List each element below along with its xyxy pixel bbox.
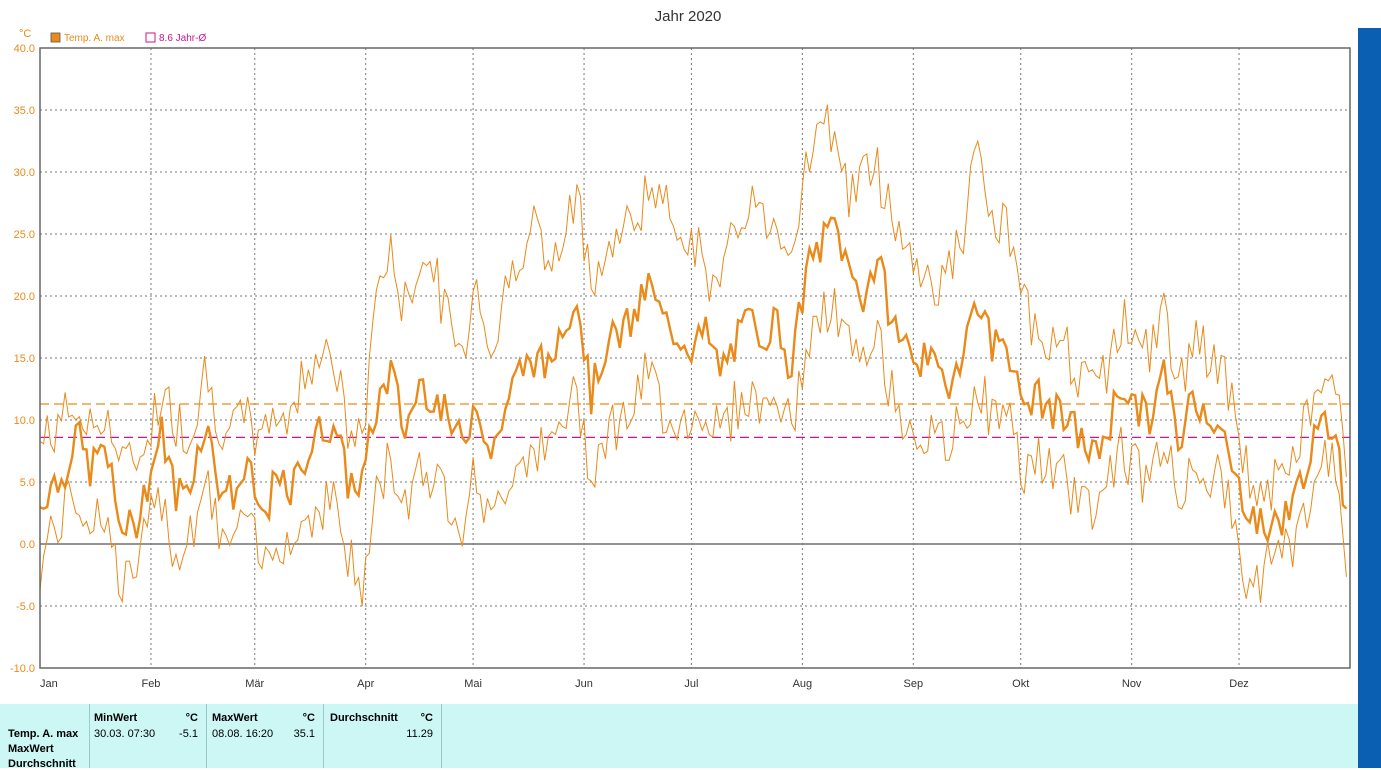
plot-frame <box>39 47 1351 669</box>
y-axis-ticks: -10.0 -5.0 0.0 5.0 10.0 15.0 20.0 25.0 30.0 35.0 4… <box>10 43 35 675</box>
y-tick-label: 25.0 <box>14 229 35 241</box>
statistics-panel: Temp. A. max MaxWert Durchschnitt MinWer… <box>0 704 1358 770</box>
x-tick-label-month: Feb <box>141 678 160 690</box>
legend-label-temp-max: Temp. A. max <box>64 33 125 44</box>
series-line-main <box>39 216 1348 545</box>
window-edge <box>1358 0 1381 28</box>
x-tick-label-month: Mär <box>245 678 264 690</box>
reference-lines <box>40 403 1350 438</box>
y-tick-label: -10.0 <box>10 663 35 675</box>
avg-value: 11.29 <box>406 728 433 740</box>
min-value: -5.1 <box>179 728 198 740</box>
y-tick-label: 0.0 <box>20 539 35 551</box>
x-tick-label-month: Nov <box>1122 678 1142 690</box>
max-date: 08.08. 16:20 <box>212 728 274 740</box>
stats-average-column: Durchschnitt °C 11.29 <box>323 704 442 768</box>
series-line-upper <box>39 104 1347 511</box>
stats-min-column: MinWert °C 30.03. 07:30 -5.1 <box>89 704 207 768</box>
y-tick-label: 20.0 <box>14 291 35 303</box>
x-axis-ticks: Jan Feb Mär Apr Mai Jun Jul Aug Sep Okt Nov Dez <box>40 678 1249 690</box>
avg-unit: °C <box>420 712 433 724</box>
y-tick-label: -5.0 <box>16 601 35 613</box>
legend-swatch-temp-max <box>50 32 61 43</box>
min-header: MinWert <box>94 712 138 724</box>
x-tick-label-month: Okt <box>1012 678 1029 690</box>
x-tick-label-month: Dez <box>1229 678 1249 690</box>
x-tick-label-month: Jan <box>40 678 58 690</box>
min-unit: °C <box>185 712 198 724</box>
legend-label-year-avg: 8.6 Jahr-Ø <box>159 33 206 44</box>
x-tick-label-month: Mai <box>464 678 482 690</box>
y-tick-label: 5.0 <box>20 477 35 489</box>
stats-max-column: MaxWert °C 08.08. 16:20 35.1 <box>206 704 324 768</box>
y-tick-label: 35.0 <box>14 105 35 117</box>
avg-header: Durchschnitt <box>330 712 398 724</box>
desktop-background-strip <box>1358 0 1381 768</box>
temperature-chart: Jahr 2020 °C Temp. A. max 8.6 Jahr-Ø -10… <box>10 8 1351 690</box>
x-tick-label-month: Jul <box>684 678 698 690</box>
row-label-temp-max: Temp. A. max <box>8 728 79 740</box>
series-line-lower <box>39 288 1347 607</box>
y-tick-label: 40.0 <box>14 43 35 55</box>
y-tick-label: 10.0 <box>14 415 35 427</box>
stats-row-labels: Temp. A. max MaxWert Durchschnitt <box>0 704 90 770</box>
x-tick-label-month: Apr <box>357 678 374 690</box>
min-date: 30.03. 07:30 <box>94 728 156 740</box>
max-header: MaxWert <box>212 712 258 724</box>
row-label-durchschnitt: Durchschnitt <box>8 758 76 770</box>
y-unit-label: °C <box>19 28 31 40</box>
max-value: 35.1 <box>293 728 315 740</box>
grid <box>40 48 1350 668</box>
y-tick-label: 15.0 <box>14 353 35 365</box>
x-tick-label-month: Jun <box>575 678 593 690</box>
chart-title: Jahr 2020 <box>655 8 722 25</box>
max-unit: °C <box>302 712 315 724</box>
y-tick-label: 30.0 <box>14 167 35 179</box>
series-temp-max <box>39 104 1348 607</box>
legend-swatch-year-avg <box>145 32 156 43</box>
row-label-maxwert: MaxWert <box>8 743 54 755</box>
x-tick-label-month: Aug <box>793 678 813 690</box>
x-tick-label-month: Sep <box>904 678 924 690</box>
chart-legend: Temp. A. max 8.6 Jahr-Ø <box>50 32 206 44</box>
